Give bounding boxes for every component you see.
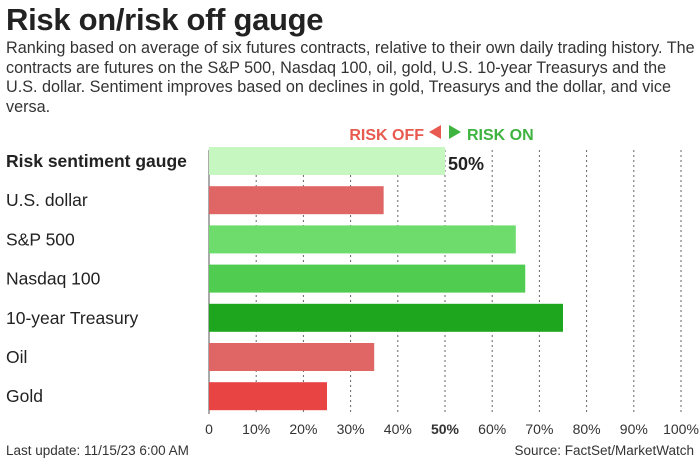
chart-subtitle: Ranking based on average of six futures … — [6, 39, 695, 116]
value-label: 50% — [448, 154, 484, 174]
x-tick-label: 60% — [478, 421, 506, 437]
x-tick-label: 10% — [242, 421, 270, 437]
x-tick-label: 80% — [573, 421, 601, 437]
x-tick-label: 40% — [384, 421, 412, 437]
bar — [209, 382, 327, 411]
x-tick-label: 30% — [337, 421, 365, 437]
x-tick-label: 50% — [431, 421, 460, 437]
x-axis-ticks: 0 10% 20% 30% 40% 50% 60% 70% 80% 90% 100% — [205, 421, 699, 437]
risk-on-label: RISK ON — [467, 127, 534, 144]
chart-title: Risk on/risk off gauge — [6, 2, 324, 37]
risk-off-arrow-icon — [429, 125, 441, 139]
risk-on-arrow-icon — [449, 125, 461, 139]
x-tick-label: 70% — [525, 421, 553, 437]
risk-legend: RISK OFF RISK ON — [349, 125, 534, 144]
category-label: U.S. dollar — [6, 190, 88, 210]
category-label: S&P 500 — [6, 229, 75, 249]
x-tick-label: 90% — [620, 421, 648, 437]
bar — [209, 264, 526, 293]
bar — [209, 186, 384, 215]
risk-off-label: RISK OFF — [349, 127, 424, 144]
bar — [209, 303, 563, 332]
x-tick-label: 20% — [289, 421, 317, 437]
x-tick-label: 0 — [205, 421, 213, 437]
bar — [209, 343, 375, 371]
bar — [209, 147, 445, 175]
last-update: Last update: 11/15/23 6:00 AM — [6, 443, 189, 458]
category-label: Oil — [6, 347, 27, 367]
x-tick-label: 100% — [663, 421, 699, 437]
category-label: 10-year Treasury — [6, 308, 139, 328]
category-label: Nasdaq 100 — [6, 269, 101, 289]
source-credit: Source: FactSet/MarketWatch — [514, 443, 694, 458]
category-labels: Risk sentiment gauge 50% U.S. dollar S&P 50… — [6, 151, 484, 406]
bar-chart: RISK OFF RISK ON Risk sentiment gauge 50% U… — [6, 125, 699, 437]
bar — [209, 225, 516, 254]
category-label: Gold — [6, 386, 43, 406]
bars — [209, 147, 563, 411]
category-label: Risk sentiment gauge — [6, 151, 187, 171]
